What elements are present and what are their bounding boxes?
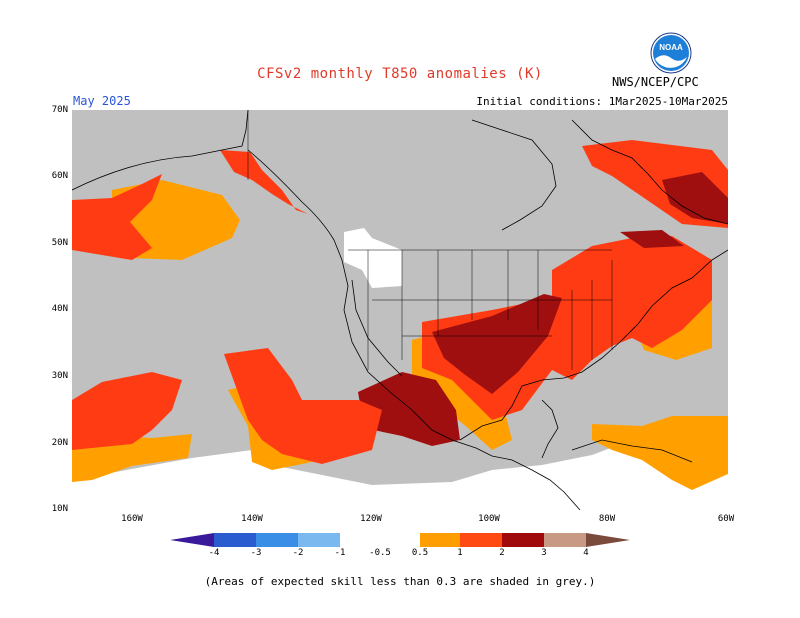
- anomaly-eastus-darkred: [620, 230, 684, 248]
- anomaly-baja-darkred: [358, 372, 460, 446]
- noaa-logo-icon: NOAA: [650, 32, 692, 74]
- colorbar-seg-highest: [586, 533, 630, 547]
- colorbar-label-p3: 3: [541, 548, 547, 558]
- lon-label-120w: 120W: [360, 514, 382, 524]
- anomaly-labrador-darkred: [662, 172, 728, 224]
- lon-label-100w: 100W: [478, 514, 500, 524]
- coastlines: [72, 110, 728, 510]
- skill-footnote: (Areas of expected skill less than 0.3 a…: [204, 575, 596, 588]
- colorbar-seg-4: [298, 533, 340, 547]
- colorbar-seg-7: [420, 533, 460, 547]
- lat-label-10n: 10N: [51, 504, 68, 514]
- lat-label-40n: 40N: [51, 304, 68, 314]
- lon-label-140w: 140W: [241, 514, 263, 524]
- anomaly-central-darkred: [432, 294, 562, 394]
- colorbar-label-p1: 1: [457, 548, 463, 558]
- colorbar-seg-6: [380, 533, 420, 547]
- anomaly-epac-red: [224, 348, 382, 464]
- colorbar-label-p2: 2: [499, 548, 505, 558]
- colorbar-seg-10: [544, 533, 586, 547]
- lat-label-70n: 70N: [51, 105, 68, 115]
- colorbar-label-m2: -2: [292, 548, 304, 558]
- colorbar-seg-3: [256, 533, 298, 547]
- valid-month-label: May 2025: [73, 94, 131, 108]
- colorbar-label-m4: -4: [208, 548, 220, 558]
- initial-conditions-label: Initial conditions: 1Mar2025-10Mar2025: [476, 95, 728, 108]
- colorbar-seg-2: [214, 533, 256, 547]
- colorbar: [170, 533, 630, 547]
- white-region-south: [72, 428, 728, 510]
- colorbar-seg-8: [460, 533, 502, 547]
- state-borders: [247, 110, 613, 370]
- colorbar-seg-9: [502, 533, 544, 547]
- colorbar-label-m1: -1: [334, 548, 346, 558]
- map-title: CFSv2 monthly T850 anomalies (K): [257, 66, 543, 82]
- lon-label-160w: 160W: [121, 514, 143, 524]
- anomaly-map: [72, 110, 728, 510]
- lat-label-30n: 30N: [51, 371, 68, 381]
- agency-label: NWS/NCEP/CPC: [612, 75, 699, 89]
- logo-text: NOAA: [659, 43, 683, 52]
- anomaly-caribbean-orange: [592, 416, 728, 490]
- white-region-bc: [344, 228, 402, 288]
- anomaly-hawaii-red: [72, 372, 182, 450]
- colorbar-label-p4: 4: [583, 548, 589, 558]
- lon-label-60w: 60W: [717, 514, 735, 524]
- colorbar-seg-5: [340, 533, 380, 547]
- anomaly-yukon-red: [220, 150, 308, 214]
- lat-label-20n: 20N: [51, 438, 68, 448]
- lat-label-50n: 50N: [51, 238, 68, 248]
- lat-label-60n: 60N: [51, 171, 68, 181]
- lon-label-80w: 80W: [598, 514, 616, 524]
- anomaly-alaska-red: [72, 174, 162, 260]
- colorbar-label-m05: -0.5: [369, 548, 391, 558]
- colorbar-label-p05: 0.5: [411, 548, 429, 558]
- colorbar-label-m3: -3: [250, 548, 262, 558]
- colorbar-seg-lowest: [170, 533, 214, 547]
